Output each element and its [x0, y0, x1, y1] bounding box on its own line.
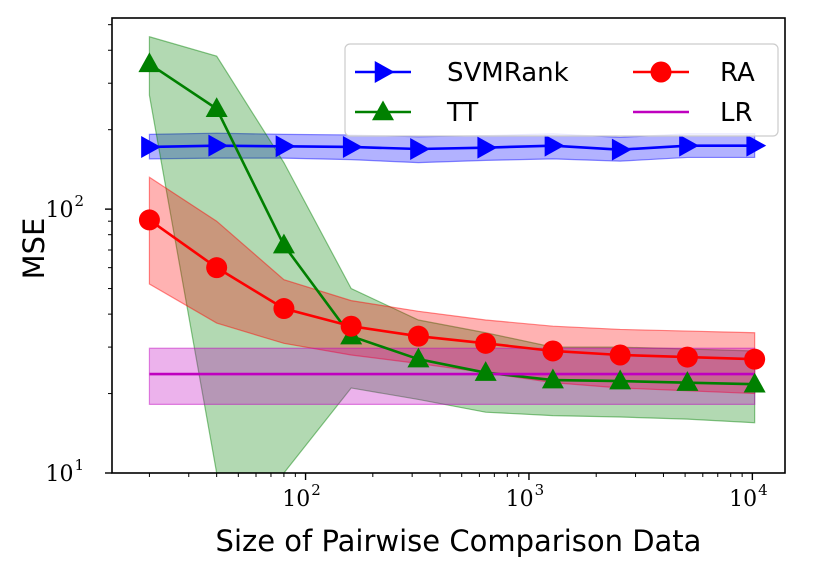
line-tt: [148, 62, 755, 386]
line-svmrank: [149, 144, 755, 151]
x-tick-label-1: 103: [506, 481, 545, 512]
marker-tt-5: [474, 361, 497, 381]
marker-tt-9: [743, 372, 766, 393]
band-ra: [148, 176, 756, 395]
marker-ra-1: [206, 257, 228, 279]
marker-tt-7: [609, 369, 632, 390]
marker-tt-0: [138, 52, 161, 73]
marker-svmrank-1: [208, 134, 229, 157]
legend-marker-ra: [650, 61, 672, 83]
marker-svmrank-0: [141, 135, 161, 158]
marker-ra-0: [138, 209, 160, 231]
marker-svmrank-8: [679, 134, 699, 157]
line-ra: [148, 218, 755, 361]
y-tick-label-0: 101: [45, 456, 84, 487]
legend-label-svmrank: SVMRank: [447, 58, 569, 88]
marker-ra-4: [407, 325, 429, 347]
marker-ra-2: [273, 298, 295, 320]
marker-svmrank-6: [544, 134, 565, 157]
legend-marker-tt: [372, 100, 394, 121]
band-tt: [148, 35, 756, 473]
x-tick-label-0: 102: [282, 481, 321, 512]
marker-ra-8: [676, 346, 698, 368]
confidence-bands: [148, 35, 756, 473]
y-axis-label: MSE: [17, 218, 51, 280]
legend: SVMRank RA TT LR: [344, 43, 779, 137]
marker-tt-2: [272, 233, 295, 254]
legend-label-tt: TT: [446, 98, 478, 128]
marker-svmrank-3: [342, 135, 363, 158]
legend-label-lr: LR: [720, 98, 753, 128]
band-lr: [148, 347, 756, 405]
marker-svmrank-2: [275, 135, 296, 158]
legend-marker-svmrank: [374, 61, 395, 83]
y-tick-label-1: 102: [45, 192, 84, 223]
marker-ra-7: [609, 344, 631, 366]
legend-label-ra: RA: [720, 58, 755, 88]
marker-ra-6: [542, 340, 564, 362]
marker-tt-4: [407, 347, 430, 368]
marker-ra-5: [475, 332, 497, 354]
x-axis-label: Size of Pairwise Comparison Data: [216, 524, 702, 558]
marker-ra-3: [340, 315, 362, 337]
marker-svmrank-9: [746, 134, 767, 157]
marker-svmrank-7: [611, 138, 632, 161]
marker-svmrank-5: [477, 136, 498, 159]
marker-ra-9: [744, 348, 766, 370]
marker-tt-8: [676, 371, 699, 391]
series-markers: [138, 52, 767, 393]
marker-tt-1: [205, 97, 228, 118]
x-tick-label-2: 104: [729, 481, 768, 512]
marker-tt-6: [541, 368, 564, 389]
plot-frame: [111, 17, 786, 474]
series-lines: [148, 62, 755, 386]
marker-svmrank-4: [410, 137, 430, 160]
axes: 102 103 104 101 102: [45, 24, 768, 512]
